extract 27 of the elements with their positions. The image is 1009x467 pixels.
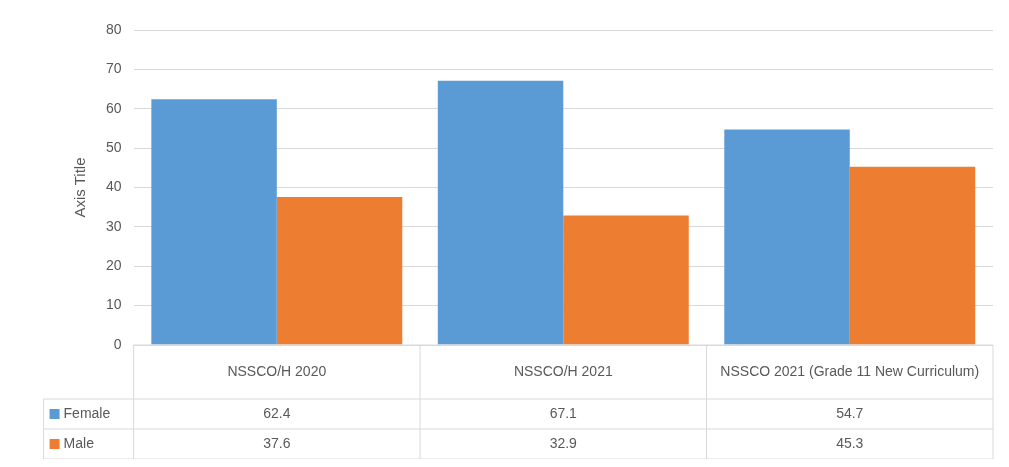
legend-label: Female xyxy=(63,404,111,421)
y-tick-label: 0 xyxy=(113,335,122,352)
y-tick-label: 40 xyxy=(105,178,122,195)
y-tick-label: 80 xyxy=(105,20,122,37)
bar xyxy=(276,196,403,345)
y-tick-label: 50 xyxy=(105,138,122,155)
bar xyxy=(849,166,976,345)
y-tick-label: 70 xyxy=(105,60,122,77)
y-axis-title: Axis Title xyxy=(71,157,89,218)
data-label: 32.9 xyxy=(549,434,578,451)
bar xyxy=(563,215,689,345)
data-label: 54.7 xyxy=(836,404,864,421)
x-tick-label: NSSCO/H 2021 xyxy=(513,362,613,379)
data-label: 45.3 xyxy=(836,434,864,451)
x-tick-label: NSSCO/H 2020 xyxy=(227,362,327,379)
bar xyxy=(724,129,850,345)
y-tick-label: 20 xyxy=(105,257,122,274)
bar xyxy=(151,99,277,345)
data-label: 37.6 xyxy=(263,434,291,451)
bar xyxy=(437,80,564,345)
data-label: 67.1 xyxy=(549,404,578,421)
y-tick-label: 30 xyxy=(105,217,122,234)
legend-label: Male xyxy=(63,434,95,451)
data-label: 62.4 xyxy=(263,404,291,421)
y-tick-label: 10 xyxy=(105,296,122,313)
y-tick-label: 60 xyxy=(105,99,122,116)
x-tick-label: NSSCO 2021 (Grade 11 New Curriculum) xyxy=(720,362,980,379)
